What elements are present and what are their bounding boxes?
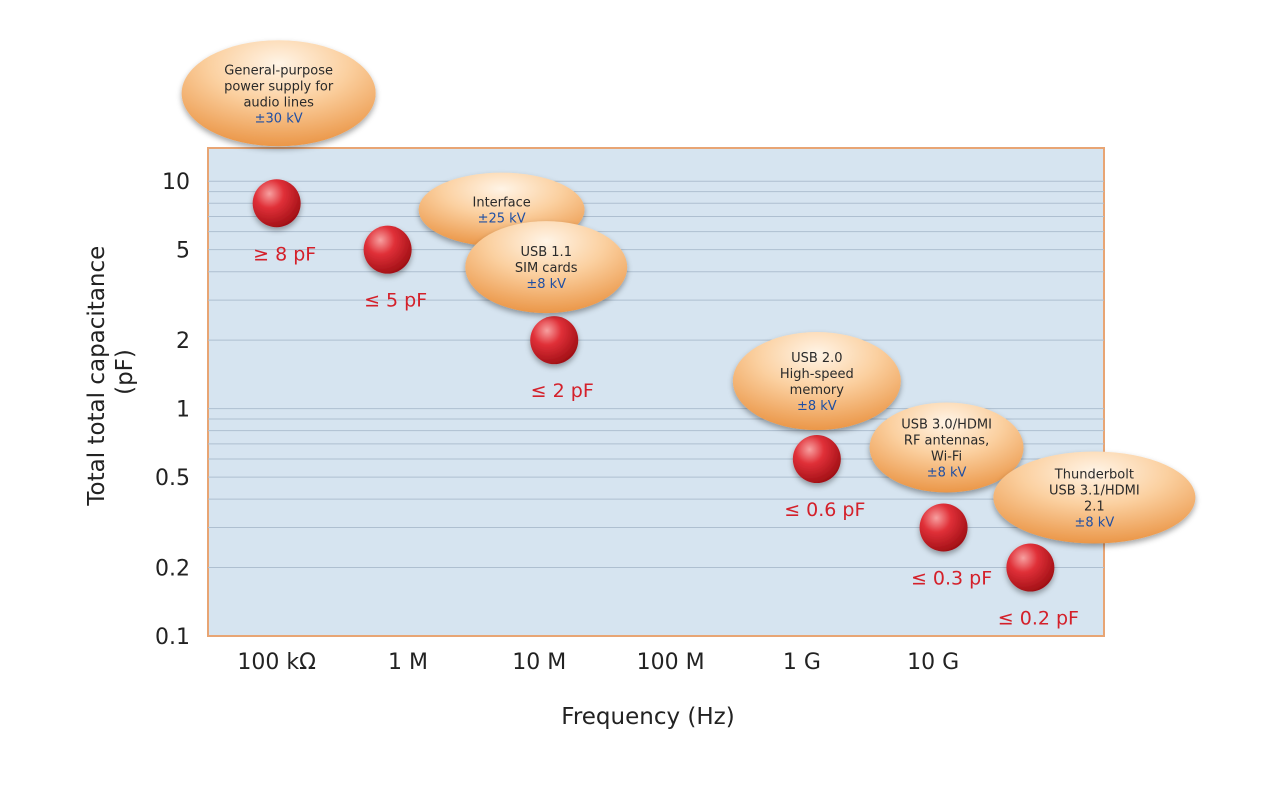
category-text: USB 1.1 — [520, 245, 572, 260]
category-text: memory — [790, 383, 845, 398]
data-point-marker — [1006, 543, 1055, 592]
esd-rating: ±8 kV — [927, 466, 967, 481]
y-axis-ticks: 10 5 2 1 0.5 0.2 0.1 — [155, 170, 190, 650]
category-text: audio lines — [243, 95, 314, 110]
category-text: USB 3.1/HDMI — [1049, 484, 1140, 499]
x-axis-ticks: 100 kΩ 1 M 10 M 100 M 1 G 10 G — [237, 650, 959, 675]
data-point-marker — [792, 435, 841, 484]
category-text: 2.1 — [1084, 500, 1105, 515]
x-tick-label: 100 M — [637, 650, 705, 675]
y-tick-label: 0.5 — [155, 466, 190, 491]
y-tick-label: 0.2 — [155, 557, 190, 582]
esd-rating: ±8 kV — [797, 399, 837, 414]
category-bubble-shape — [869, 402, 1024, 493]
grid-lines — [208, 180, 1104, 569]
data-point-label: ≤ 2 pF — [531, 380, 594, 402]
category-bubble-shape — [993, 451, 1196, 544]
data-point-marker — [363, 225, 412, 274]
y-tick-label: 10 — [162, 170, 190, 195]
x-tick-label: 100 kΩ — [237, 650, 316, 675]
data-point-marker — [252, 179, 301, 228]
category-bubble-shape — [732, 332, 901, 431]
y-axis-label-line-1: Total total capacitance — [84, 246, 110, 507]
data-point-label: ≥ 8 pF — [253, 243, 316, 265]
x-tick-label: 1 G — [783, 650, 821, 675]
y-tick-label: 2 — [176, 329, 190, 354]
category-text: SIM cards — [515, 261, 578, 276]
category-bubble-shape — [465, 221, 628, 314]
category-text: Thunderbolt — [1054, 468, 1134, 483]
data-point-label: ≤ 0.6 pF — [784, 499, 865, 521]
x-tick-label: 1 M — [388, 650, 428, 675]
category-text: High-speed — [780, 367, 854, 382]
x-tick-label: 10 G — [907, 650, 959, 675]
category-text: Interface — [473, 196, 531, 211]
esd-rating: ±8 kV — [1075, 516, 1115, 531]
esd-rating: ±25 kV — [478, 212, 526, 227]
data-point-label: ≤ 0.2 pF — [998, 608, 1079, 630]
esd-rating: ±8 kV — [526, 277, 566, 292]
category-text: RF antennas, — [904, 434, 989, 449]
category-bubble-shape — [181, 40, 376, 147]
y-axis-label-line-2: (pF) — [112, 349, 138, 395]
category-text: USB 2.0 — [791, 351, 843, 366]
category-text: General-purpose — [224, 63, 333, 78]
y-tick-label: 1 — [176, 398, 190, 423]
data-point-label: ≤ 5 pF — [364, 290, 427, 312]
y-tick-label: 5 — [176, 239, 190, 264]
y-tick-label: 0.1 — [155, 625, 190, 650]
category-text: power supply for — [224, 79, 334, 94]
x-tick-label: 10 M — [512, 650, 566, 675]
data-point-marker — [919, 503, 968, 552]
data-point-label: ≤ 0.3 pF — [911, 568, 992, 590]
esd-rating: ±30 kV — [255, 111, 303, 126]
category-text: Wi-Fi — [931, 450, 962, 465]
x-axis-label: Frequency (Hz) — [561, 704, 734, 730]
data-points: ≥ 8 pF ≤ 5 pF ≤ 2 pF ≤ 0.6 pF ≤ 0.3 pF ≤ 0.2 … — [252, 179, 1079, 630]
plot-area — [207, 147, 1105, 637]
category-text: USB 3.0/HDMI — [901, 418, 992, 433]
data-point-marker — [530, 316, 579, 365]
y-axis-label: Total total capacitance (pF) — [84, 238, 138, 506]
